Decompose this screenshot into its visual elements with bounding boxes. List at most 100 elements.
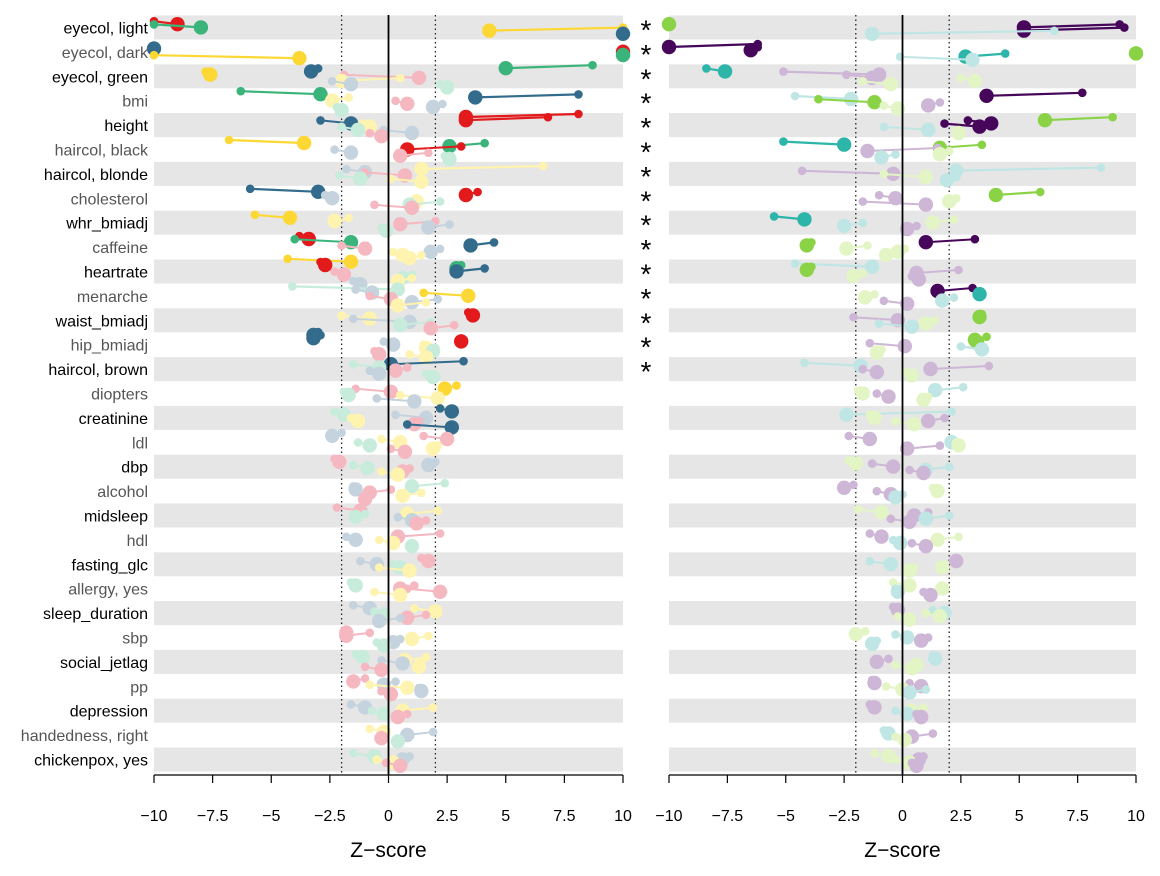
point-end bbox=[203, 67, 218, 82]
row-label: haircol, brown bbox=[48, 362, 148, 379]
point-start bbox=[370, 200, 379, 210]
point-start bbox=[842, 70, 851, 80]
point-start bbox=[538, 161, 548, 171]
point-end bbox=[869, 654, 885, 669]
point-end bbox=[857, 290, 873, 305]
point-start bbox=[893, 612, 903, 621]
point-end bbox=[341, 387, 356, 403]
point-end bbox=[909, 758, 924, 773]
point-start bbox=[944, 511, 954, 520]
row-label: menarche bbox=[77, 289, 148, 306]
row-label: haircol, black bbox=[55, 143, 149, 160]
point-start bbox=[344, 213, 353, 223]
point-start bbox=[480, 138, 489, 148]
segment bbox=[795, 94, 852, 101]
point-end bbox=[350, 122, 366, 137]
segment bbox=[853, 316, 898, 322]
point-start bbox=[970, 234, 980, 244]
point-end bbox=[393, 758, 408, 773]
point-end bbox=[388, 363, 403, 378]
point-end bbox=[404, 539, 420, 554]
significance-star: * bbox=[641, 210, 652, 241]
point-start bbox=[433, 506, 443, 516]
point-start bbox=[853, 504, 863, 514]
x-tick-label: −5 bbox=[777, 808, 795, 825]
point-start bbox=[290, 234, 300, 244]
point-start bbox=[1000, 49, 1010, 58]
point-end bbox=[357, 491, 373, 507]
point-start bbox=[388, 247, 398, 257]
point-start bbox=[863, 241, 872, 250]
point-end bbox=[843, 91, 859, 107]
point-start bbox=[341, 164, 351, 174]
segment bbox=[465, 116, 549, 122]
point-end bbox=[376, 638, 392, 653]
segment bbox=[1044, 116, 1113, 122]
row-label: pp bbox=[130, 679, 148, 696]
point-start bbox=[790, 259, 800, 268]
point-start bbox=[372, 755, 382, 764]
point-start bbox=[330, 145, 339, 154]
point-end bbox=[296, 135, 312, 151]
point-end bbox=[988, 187, 1004, 203]
point-end bbox=[395, 656, 410, 671]
point-end bbox=[343, 254, 359, 269]
x-tick-label: 10 bbox=[1127, 808, 1145, 825]
point-start bbox=[940, 413, 949, 423]
point-end bbox=[939, 173, 955, 188]
x-tick-label: 7.5 bbox=[553, 808, 575, 825]
point-end bbox=[360, 461, 375, 476]
point-end bbox=[867, 700, 882, 715]
point-end bbox=[411, 70, 427, 86]
point-start bbox=[844, 431, 854, 441]
point-end bbox=[1128, 46, 1144, 61]
point-start bbox=[944, 146, 954, 156]
point-end bbox=[371, 613, 387, 629]
row-label: eyecol, dark bbox=[62, 45, 149, 62]
point-end bbox=[146, 41, 162, 56]
point-start bbox=[489, 238, 499, 247]
point-end bbox=[890, 584, 906, 599]
point-end bbox=[918, 316, 934, 331]
point-end bbox=[402, 251, 417, 266]
point-end bbox=[869, 365, 885, 380]
point-end bbox=[717, 64, 733, 79]
point-start bbox=[891, 732, 900, 742]
point-end bbox=[918, 197, 934, 212]
point-start bbox=[435, 404, 445, 413]
point-end bbox=[848, 456, 863, 471]
point-end bbox=[979, 88, 994, 104]
point-start bbox=[409, 604, 419, 613]
panel-right: −10 −7.5 −5 −2.5 0 2.5 5 7.5 10 Z−score bbox=[655, 15, 1145, 862]
point-end bbox=[442, 151, 457, 167]
x-tick-label: 5 bbox=[1015, 808, 1024, 825]
x-tick-label: 7.5 bbox=[1067, 808, 1089, 825]
point-end bbox=[170, 17, 185, 32]
point-start bbox=[377, 467, 386, 476]
x-axis-title: Z−score bbox=[350, 839, 426, 862]
point-end bbox=[432, 584, 448, 599]
point-end bbox=[400, 680, 415, 695]
point-start bbox=[480, 264, 489, 273]
point-end bbox=[799, 238, 814, 253]
segment bbox=[407, 423, 452, 429]
point-start bbox=[374, 563, 384, 572]
point-end bbox=[390, 298, 406, 313]
point-start bbox=[435, 197, 445, 206]
point-end bbox=[972, 287, 987, 302]
point-end bbox=[404, 479, 420, 494]
point-end bbox=[888, 191, 903, 206]
point-end bbox=[362, 438, 377, 453]
point-start bbox=[395, 613, 405, 623]
x-tick-label: 5 bbox=[501, 808, 510, 825]
point-end bbox=[923, 587, 938, 603]
point-start bbox=[395, 73, 405, 83]
point-end bbox=[444, 420, 460, 435]
point-end bbox=[918, 169, 934, 185]
point-start bbox=[424, 631, 433, 641]
point-end bbox=[414, 174, 429, 189]
row-label: alcohol bbox=[97, 484, 148, 501]
point-end bbox=[890, 602, 906, 617]
point-start bbox=[349, 748, 358, 758]
